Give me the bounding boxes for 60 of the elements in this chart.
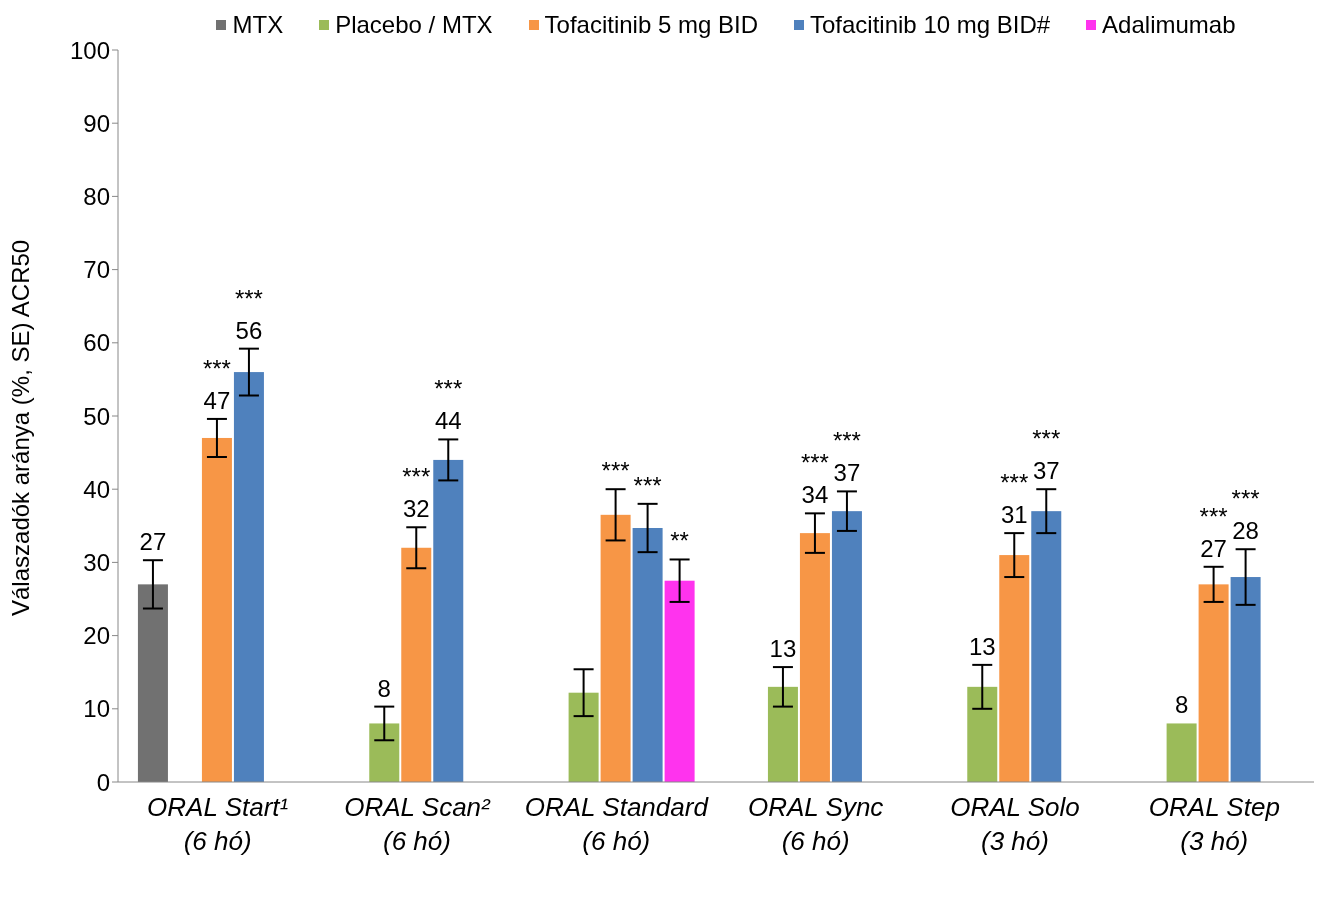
- bar: [137, 584, 168, 782]
- bar: [433, 459, 464, 782]
- data-label: *** 37: [832, 427, 861, 487]
- data-label: 13: [769, 635, 797, 663]
- x-tick-label: ORAL Scan² (6 hó): [344, 792, 492, 856]
- bar: [799, 533, 830, 782]
- bar: [1198, 584, 1229, 782]
- y-tick-label: 80: [83, 182, 110, 210]
- y-tick-label: 70: [83, 256, 110, 284]
- data-label: *** 37: [1032, 425, 1061, 485]
- bar: [1230, 577, 1261, 782]
- legend-label: Tofacitinib 10 mg BID#: [809, 11, 1051, 39]
- legend-label: Adalimumab: [1102, 11, 1236, 39]
- data-label: *** 47: [202, 354, 231, 414]
- data-label: *** 28: [1231, 485, 1260, 545]
- legend-label: Tofacitinib 5 mg BID: [544, 11, 758, 39]
- y-tick-label: 30: [83, 548, 110, 576]
- x-tick-label: ORAL Sync (6 hó): [747, 792, 884, 856]
- data-label: *** 31: [1000, 469, 1029, 529]
- data-label: ***: [633, 471, 662, 499]
- x-tick-label: ORAL Standard (6 hó): [524, 792, 710, 856]
- y-tick-label: 90: [83, 109, 110, 137]
- y-tick-label: 0: [96, 768, 110, 796]
- bar: [568, 692, 599, 782]
- data-label: *** 34: [800, 449, 829, 509]
- y-tick-label: 50: [83, 402, 110, 430]
- y-tick-label: 40: [83, 475, 110, 503]
- x-tick-label: ORAL Step (3 hó): [1148, 792, 1280, 856]
- x-tick-label: ORAL Start¹ (6 hó): [147, 792, 289, 856]
- data-label: 8: [377, 674, 391, 702]
- x-tick-label: ORAL Solo (3 hó): [950, 792, 1080, 856]
- data-label: 27: [139, 528, 167, 556]
- bar: [1166, 723, 1197, 782]
- y-axis-title: Válaszadók aránya (%, SE) ACR50: [6, 239, 34, 616]
- bar: [233, 372, 264, 782]
- bar: [831, 511, 862, 782]
- bar: [632, 528, 663, 782]
- bar: [1031, 511, 1062, 782]
- data-label: 8: [1174, 691, 1189, 719]
- bar: [967, 686, 998, 782]
- y-tick-label: 20: [83, 622, 110, 650]
- legend-label: MTX: [232, 11, 284, 39]
- data-label: ***: [601, 457, 630, 485]
- y-tick-label: 100: [69, 36, 110, 64]
- bar: [201, 437, 232, 782]
- data-label: *** 32: [402, 463, 431, 523]
- bar: [664, 580, 695, 782]
- bar: [999, 555, 1030, 782]
- y-tick-label: 10: [83, 695, 110, 723]
- bar: [369, 723, 400, 782]
- bar: [600, 514, 631, 782]
- data-label: *** 56: [234, 284, 263, 344]
- data-label: *** 27: [1199, 502, 1228, 562]
- y-tick-label: 60: [83, 329, 110, 357]
- data-label: 13: [968, 632, 996, 660]
- data-label: *** 44: [434, 375, 463, 435]
- data-label: **: [670, 527, 689, 555]
- bar: [401, 547, 432, 782]
- legend-label: Placebo / MTX: [335, 11, 493, 39]
- bar: [767, 686, 798, 782]
